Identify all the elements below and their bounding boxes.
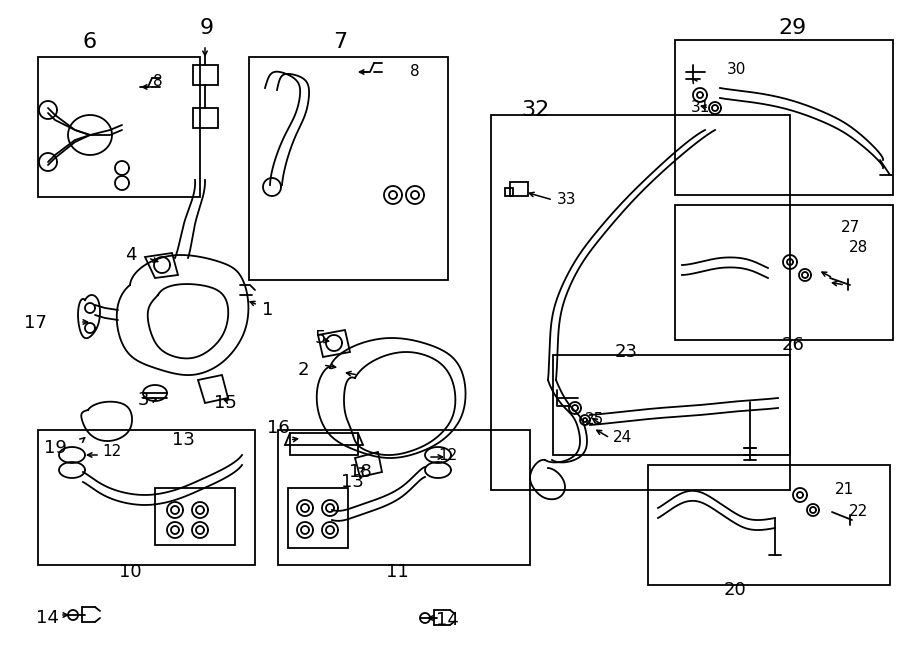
Text: 17: 17: [23, 314, 47, 332]
Bar: [648, 465, 890, 585]
Text: 5: 5: [314, 329, 326, 347]
Text: 30: 30: [727, 63, 747, 77]
Text: 7: 7: [333, 32, 347, 52]
Text: 4: 4: [125, 246, 137, 264]
Text: 13: 13: [340, 473, 364, 491]
Bar: [290, 433, 358, 455]
Bar: [505, 188, 513, 196]
Text: 6: 6: [83, 32, 97, 52]
Text: 27: 27: [841, 221, 859, 235]
Text: 9: 9: [200, 18, 214, 38]
Text: 15: 15: [213, 394, 237, 412]
Text: 29: 29: [778, 18, 807, 38]
Text: 12: 12: [103, 444, 122, 459]
Bar: [288, 488, 348, 548]
Text: 25: 25: [585, 412, 605, 428]
Bar: [510, 182, 528, 196]
Text: 14: 14: [436, 611, 458, 629]
Text: 3: 3: [137, 391, 148, 409]
Text: 13: 13: [172, 431, 194, 449]
Text: 26: 26: [781, 336, 805, 354]
Text: 23: 23: [615, 343, 637, 361]
Bar: [675, 40, 893, 195]
Text: 12: 12: [438, 447, 457, 463]
Text: 2: 2: [297, 361, 309, 379]
Bar: [491, 115, 790, 490]
Bar: [38, 57, 200, 197]
Text: 21: 21: [835, 483, 855, 498]
Bar: [155, 488, 235, 545]
Text: 32: 32: [521, 100, 549, 120]
Text: 28: 28: [849, 241, 868, 256]
Text: 22: 22: [849, 504, 868, 520]
Text: 11: 11: [385, 563, 409, 581]
Text: 18: 18: [348, 463, 372, 481]
Text: 19: 19: [43, 439, 67, 457]
Bar: [249, 57, 448, 280]
Text: 33: 33: [557, 192, 577, 208]
Text: 14: 14: [36, 609, 58, 627]
Text: 1: 1: [262, 301, 274, 319]
Bar: [38, 430, 255, 565]
Bar: [278, 430, 530, 565]
Bar: [553, 355, 790, 455]
Bar: [193, 65, 218, 85]
Bar: [193, 108, 218, 128]
Text: 31: 31: [690, 100, 710, 116]
Text: 24: 24: [614, 430, 633, 446]
Text: 16: 16: [266, 419, 290, 437]
Text: 8: 8: [410, 65, 419, 79]
Text: 10: 10: [119, 563, 141, 581]
Text: 8: 8: [153, 75, 163, 89]
Bar: [675, 205, 893, 340]
Text: 20: 20: [724, 581, 746, 599]
